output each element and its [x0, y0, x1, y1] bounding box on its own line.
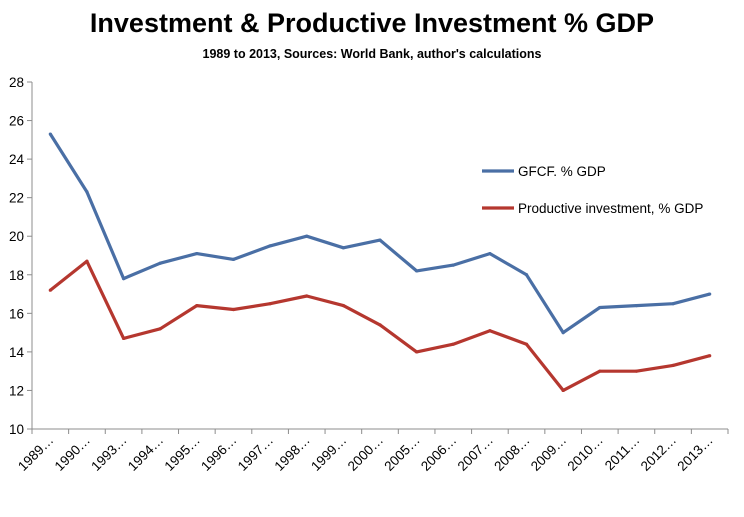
data-point [85, 259, 89, 263]
x-tick-label: 2012… [638, 433, 679, 474]
data-point [561, 388, 565, 393]
chart-subtitle: 1989 to 2013, Sources: World Bank, autho… [202, 47, 542, 61]
x-tick-label: 1990… [52, 433, 93, 474]
x-tick-label: 2008… [491, 433, 532, 474]
data-point [671, 363, 675, 367]
x-tick-label: 2013… [674, 433, 715, 474]
data-point [195, 304, 199, 308]
x-tick-label: 1998… [271, 433, 312, 474]
x-tick-label: 1989… [15, 433, 56, 474]
data-point [378, 238, 382, 242]
y-tick-label: 18 [9, 268, 24, 283]
y-tick-label: 28 [9, 75, 24, 90]
data-point [158, 261, 162, 265]
y-tick-label: 16 [9, 306, 24, 321]
data-point [561, 331, 565, 335]
series-line-1 [48, 133, 711, 335]
x-tick-label: 2010… [565, 433, 606, 474]
data-point [158, 327, 162, 331]
axes: 10 12 14 16 18 20 22 24 26 28 1989…1990…1993…1994…… [9, 75, 729, 474]
x-tick-label: 1995… [162, 433, 203, 474]
data-point [305, 294, 309, 298]
y-tick-label: 10 [9, 422, 24, 437]
data-point [598, 305, 602, 310]
x-tick-label: 2009… [528, 433, 569, 474]
data-point [708, 354, 712, 358]
legend: GFCF. % GDP Productive investment, % GDP [482, 164, 703, 216]
x-tick-label: 2006… [418, 433, 459, 474]
x-tick-label: 2011… [602, 433, 643, 474]
x-tick-label: 2007… [455, 433, 496, 474]
data-point [268, 244, 272, 248]
data-point [378, 323, 382, 327]
data-point [48, 132, 52, 136]
data-point [48, 288, 52, 292]
data-point [488, 329, 492, 333]
data-point [634, 304, 639, 308]
x-tick-label: 1994… [125, 433, 166, 474]
y-tick-label: 24 [9, 152, 25, 167]
x-tick-label: 2005… [381, 433, 422, 474]
data-point [85, 190, 89, 194]
data-point [488, 251, 492, 256]
data-point [634, 369, 639, 373]
x-tick-label: 2000… [345, 433, 386, 474]
data-point [415, 350, 419, 354]
data-point [305, 234, 309, 238]
data-point [524, 273, 529, 277]
y-tick-label: 20 [9, 229, 24, 244]
x-tick-label: 1993… [88, 433, 129, 474]
chart-title: Investment & Productive Investment % GDP [89, 8, 655, 38]
y-tick-label: 14 [9, 345, 25, 360]
y-tick-label: 12 [9, 383, 24, 398]
legend-label: GFCF. % GDP [518, 164, 606, 179]
data-point [341, 246, 345, 250]
y-tick-label: 26 [9, 114, 24, 129]
data-point [598, 369, 602, 373]
x-tick-label: 1996… [198, 433, 239, 474]
data-point [121, 277, 126, 281]
data-point [451, 263, 455, 267]
x-tick-label: 1997… [235, 433, 276, 474]
y-tick-label: 22 [9, 191, 24, 206]
data-point [268, 302, 272, 306]
data-point [121, 336, 126, 340]
data-point [671, 302, 675, 306]
data-point [341, 304, 345, 308]
data-point [231, 257, 236, 261]
data-point [195, 251, 199, 256]
data-point [415, 269, 419, 273]
data-point [451, 342, 455, 346]
data-point [524, 342, 529, 346]
legend-label: Productive investment, % GDP [518, 201, 703, 216]
x-tick-label: 1999… [308, 433, 349, 474]
series-lines [48, 132, 712, 393]
data-point [231, 307, 236, 312]
data-point [708, 292, 712, 296]
